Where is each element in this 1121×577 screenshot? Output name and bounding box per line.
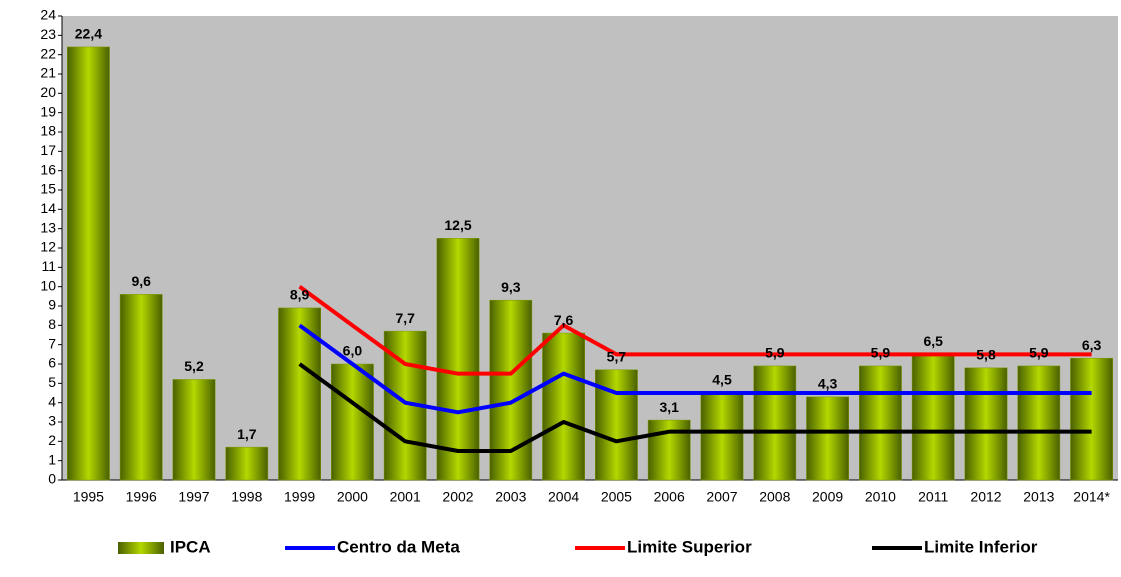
plot-area: [62, 16, 1118, 480]
bar: [436, 238, 480, 481]
x-tick-label: 2013: [1023, 489, 1054, 505]
x-tick-label: 1996: [126, 489, 157, 505]
value-label: 5,2: [184, 358, 204, 374]
x-tick-label: 2014*: [1073, 489, 1110, 505]
x-tick-label: 2002: [442, 489, 473, 505]
y-tick-label: 5: [48, 374, 56, 390]
line: [298, 285, 1092, 376]
line: [298, 362, 1092, 453]
x-tick-label: 2005: [601, 489, 632, 505]
bar: [806, 396, 849, 481]
value-label: 4,3: [818, 376, 838, 392]
value-label: 22,4: [75, 26, 102, 42]
value-label: 1,7: [237, 426, 257, 442]
x-tick-label: 2010: [865, 489, 896, 505]
y-tick-label: 14: [40, 200, 56, 216]
value-label: 5,9: [871, 345, 891, 361]
value-label: 12,5: [444, 217, 471, 233]
y-tick-label: 12: [40, 239, 56, 255]
y-tick-label: 2: [48, 432, 56, 448]
x-tick-label: 2008: [759, 489, 790, 505]
x-tick-label: 1998: [231, 489, 262, 505]
value-label: 5,9: [765, 345, 785, 361]
value-label: 7,6: [554, 312, 574, 328]
bar: [964, 367, 1008, 481]
bar: [753, 365, 797, 481]
y-tick-label: 18: [40, 123, 56, 139]
bar: [67, 46, 110, 481]
y-tick-label: 17: [40, 142, 56, 158]
y-tick-label: 16: [40, 161, 56, 177]
y-tick-label: 4: [48, 393, 56, 409]
y-tick-label: 20: [40, 84, 56, 100]
value-label: 5,9: [1029, 345, 1049, 361]
x-tick-label: 2009: [812, 489, 843, 505]
y-tick-label: 8: [48, 316, 56, 332]
bar: [172, 379, 216, 481]
bar: [331, 363, 374, 481]
value-label: 7,7: [395, 310, 415, 326]
x-tick-label: 2011: [918, 489, 948, 505]
y-tick-label: 15: [40, 181, 56, 197]
value-label: 5,8: [976, 347, 996, 363]
y-tick-label: 9: [48, 297, 56, 313]
x-tick-label: 1997: [178, 489, 209, 505]
bar: [1017, 365, 1061, 481]
bar: [1070, 357, 1113, 481]
y-tick-label: 23: [40, 26, 56, 42]
x-tick-label: 2003: [495, 489, 526, 505]
x-tick-label: 2006: [654, 489, 685, 505]
value-label: 8,9: [290, 287, 310, 303]
y-tick-label: 22: [40, 45, 56, 61]
bar: [595, 369, 638, 481]
x-tick-label: 2004: [548, 489, 579, 505]
x-tick-label: 2007: [706, 489, 737, 505]
legend-swatch: [118, 542, 164, 554]
value-label: 4,5: [712, 372, 732, 388]
y-tick-label: 0: [48, 471, 56, 487]
x-tick-label: 1995: [73, 489, 104, 505]
x-tick-label: 2000: [337, 489, 368, 505]
x-tick-label: 1999: [284, 489, 315, 505]
value-label: 9,3: [501, 279, 521, 295]
value-label: 6,5: [923, 333, 943, 349]
y-tick-label: 13: [40, 219, 56, 235]
value-label: 9,6: [131, 273, 151, 289]
value-label: 3,1: [659, 399, 679, 415]
bar: [700, 392, 744, 481]
bar: [489, 299, 533, 481]
bar: [859, 365, 902, 481]
bar: [647, 419, 691, 481]
bar: [119, 294, 163, 481]
legend-label: Centro da Meta: [337, 537, 460, 556]
y-tick-label: 10: [40, 277, 56, 293]
y-tick-label: 6: [48, 355, 56, 371]
value-label: 6,0: [343, 343, 363, 359]
legend-label: IPCA: [170, 537, 211, 556]
x-tick-label: 2012: [970, 489, 1001, 505]
y-tick-label: 1: [48, 451, 56, 467]
value-label: 5,7: [607, 349, 627, 365]
line: [298, 323, 1092, 415]
y-tick-label: 11: [41, 258, 56, 274]
legend-label: Limite Inferior: [924, 537, 1038, 556]
y-tick-label: 21: [40, 65, 56, 81]
y-tick-label: 19: [40, 103, 56, 119]
bar: [542, 332, 585, 481]
y-tick-label: 24: [40, 7, 56, 23]
x-tick-label: 2001: [390, 489, 421, 505]
value-label: 6,3: [1082, 337, 1102, 353]
bar: [911, 354, 955, 481]
y-tick-label: 3: [48, 413, 56, 429]
legend-label: Limite Superior: [627, 537, 752, 556]
y-tick-label: 7: [48, 335, 56, 351]
bar: [225, 446, 269, 481]
